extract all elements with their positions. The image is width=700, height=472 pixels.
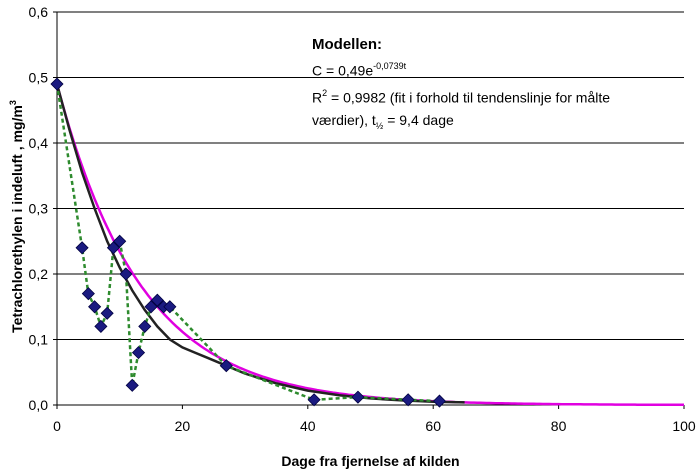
measured-point <box>432 394 447 408</box>
tick-labels: 0,0 0,1 0,2 0,3 0,4 0,5 0,6 0 20 40 60 80 100 <box>29 4 696 434</box>
y-axis-title: Tetrachlorethylen i indeluft , mg/m3 <box>8 100 25 333</box>
y-tick-label: 0,3 <box>29 201 49 217</box>
x-tick-label: 40 <box>300 418 316 434</box>
trendline-series <box>55 83 684 407</box>
annotation-r2: R2 = 0,9982 (fit i forhold til tendensli… <box>312 83 612 138</box>
y-tick-label: 0,2 <box>29 266 49 282</box>
equation-exponent: -0,0739t <box>373 61 407 71</box>
y-axis-title-sup: 3 <box>8 100 18 105</box>
measured-point <box>100 306 114 320</box>
grid <box>57 11 684 340</box>
measured-point <box>113 234 127 248</box>
measured-point <box>138 319 152 333</box>
x-tick-label: 20 <box>175 418 191 434</box>
y-tick-label: 0,5 <box>29 70 49 86</box>
r2-text: = 0,9982 (fit i forhold til tendenslinje… <box>312 89 611 129</box>
measured-point <box>125 378 139 392</box>
measured-point <box>351 390 365 404</box>
series <box>50 77 684 408</box>
x-tick-label: 100 <box>672 418 696 434</box>
annotation-title: Modellen: <box>312 36 382 53</box>
annotation-equation: C = 0,49e-0,0739t <box>312 56 612 83</box>
measured-point <box>106 241 120 255</box>
y-axis-title-main: Tetrachlorethylen i indeluft , mg/m <box>9 105 25 333</box>
x-tick-label: 80 <box>551 418 567 434</box>
y-tick-label: 0,0 <box>29 397 49 413</box>
measured-point <box>75 241 89 255</box>
measured-point <box>307 393 321 407</box>
measured-point <box>131 346 146 360</box>
measured-point <box>150 293 164 307</box>
y-tick-label: 0,4 <box>29 135 49 151</box>
measured-point <box>88 300 102 314</box>
measured-point <box>144 300 158 314</box>
r2-superscript: 2 <box>322 87 328 98</box>
measured-point <box>50 77 64 91</box>
measured-point <box>94 319 108 333</box>
half-life-subscript: ½ <box>375 121 384 132</box>
x-axis-title: Dage fra fjernelse af kilden <box>281 453 459 469</box>
x-tick-label: 0 <box>53 418 61 434</box>
measured-point <box>401 393 415 407</box>
r2-label: R <box>312 89 323 106</box>
equation-prefix: C = 0,49e <box>312 62 374 79</box>
model-annotation: Modellen: C = 0,49e-0,0739t R2 = 0,9982 … <box>312 33 612 138</box>
y-tick-label: 0,1 <box>29 332 49 348</box>
half-life-text: = 9,4 dage <box>383 112 454 129</box>
measured-point <box>81 287 95 301</box>
y-tick-label: 0,6 <box>29 4 49 20</box>
measured-point <box>219 359 233 373</box>
measured-point <box>119 267 133 281</box>
measured-point <box>163 300 177 314</box>
x-tick-label: 60 <box>425 418 441 434</box>
